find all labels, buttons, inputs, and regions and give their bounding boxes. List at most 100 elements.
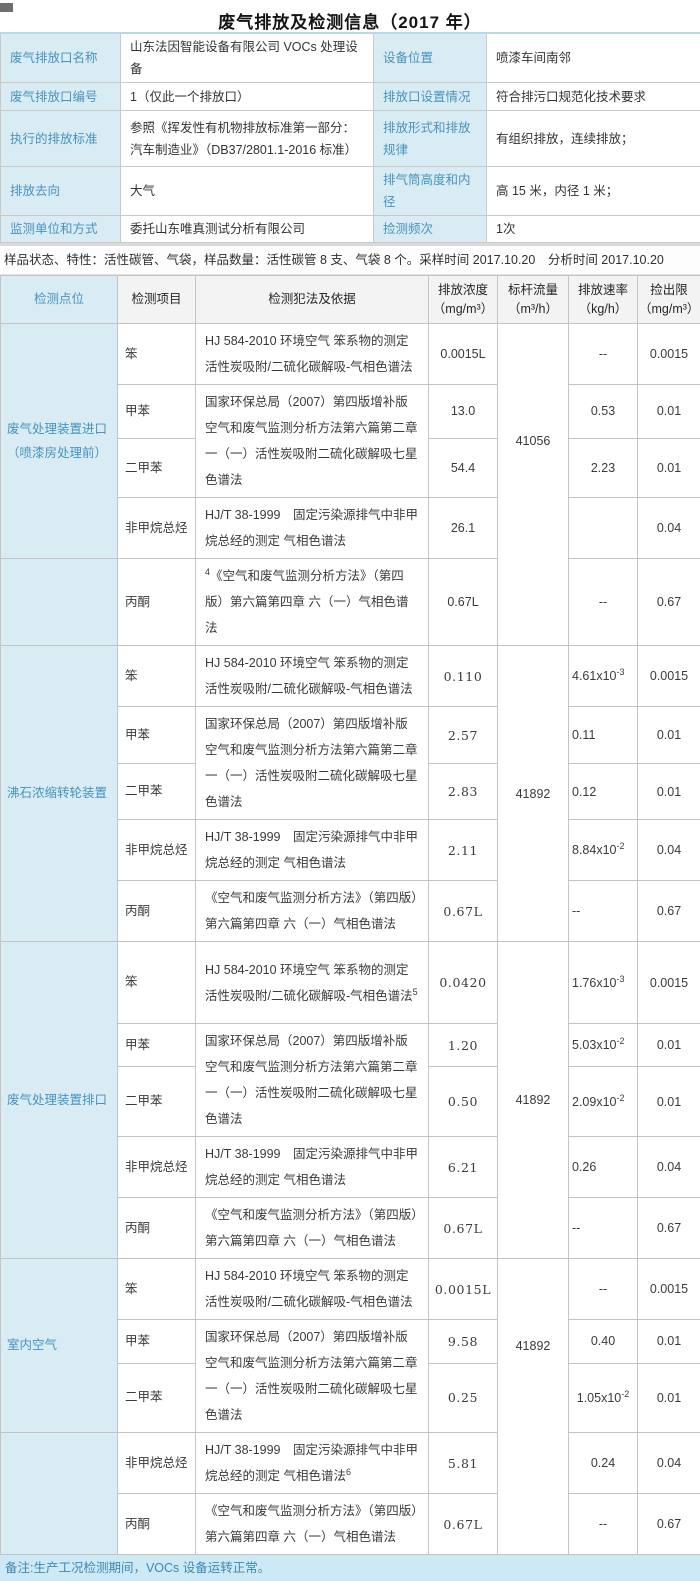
item-cell: 甲苯: [118, 1320, 196, 1364]
item-cell: 甲苯: [118, 1024, 196, 1067]
item-cell: 二甲苯: [118, 438, 196, 497]
item-cell: 非甲烷总烃: [118, 1433, 196, 1494]
concentration-cell: 54.4: [429, 438, 498, 497]
method-cell: HJ/T 38-1999 固定污染源排气中非甲烷总经的测定 气相色谱法: [196, 1137, 429, 1198]
method-cell: 国家环保总局（2007）第四版增补版空气和废气监测分析方法第六篇第二章一（一）活…: [196, 385, 429, 498]
limit-cell: 0.01: [638, 385, 700, 439]
method-cell: 《空气和废气监测分析方法》（第四版）第六篇第四章 六（一）气相色谱法: [196, 881, 429, 942]
info-label: 废气排放口名称: [1, 33, 121, 83]
rate-cell: 0.26: [569, 1137, 638, 1198]
method-cell: 《空气和废气监测分析方法》（第四版）第六篇第四章 六（一）气相色谱法: [196, 1494, 429, 1555]
concentration-cell: 0.67L: [429, 1494, 498, 1555]
concentration-cell: 6.21: [429, 1137, 498, 1198]
rate-cell: 5.03x10-2: [569, 1024, 638, 1067]
info-value: 委托山东唯真测试分析有限公司: [121, 216, 374, 243]
column-header-label: 排放浓度: [430, 281, 496, 300]
info-table: 废气排放口名称山东法因智能设备有限公司 VOCs 处理设备设备位置喷漆车间南邻废…: [0, 32, 700, 243]
item-cell: 二甲苯: [118, 1067, 196, 1137]
item-cell: 丙酮: [118, 881, 196, 942]
rate-cell: --: [569, 1494, 638, 1555]
concentration-cell: 9.58: [429, 1320, 498, 1364]
info-label: 监测单位和方式: [1, 216, 121, 243]
column-header-label: 排放速率: [570, 281, 636, 300]
limit-cell: 0.0015: [638, 646, 700, 707]
section-location-filler: [1, 559, 118, 646]
limit-cell: 0.01: [638, 764, 700, 820]
info-value: 大气: [121, 167, 374, 216]
info-label: 设备位置: [374, 33, 487, 83]
column-header: 排放浓度（mg/m³）: [429, 276, 498, 324]
method-cell: HJ 584-2010 环境空气 笨系物的测定 活性炭吸附/二硫化碳解吸-气相色…: [196, 324, 429, 385]
flow-cell: 41892: [498, 646, 569, 942]
rate-cell: --: [569, 324, 638, 385]
method-cell: 4《空气和废气监测分析方法》（第四版）第六篇第四章 六（一）气相色谱法: [196, 559, 429, 646]
limit-cell: 0.0015: [638, 1259, 700, 1320]
limit-cell: 0.67: [638, 881, 700, 942]
item-cell: 笨: [118, 1259, 196, 1320]
column-header: 检测点位: [1, 276, 118, 324]
info-value: 有组织排放，连续排放；: [487, 111, 700, 167]
method-cell: 《空气和废气监测分析方法》（第四版）第六篇第四章 六（一）气相色谱法: [196, 1198, 429, 1259]
limit-cell: 0.01: [638, 1320, 700, 1364]
limit-cell: 0.67: [638, 1494, 700, 1555]
section-location-cell: 废气处理装置进口（喷漆房处理前）: [1, 324, 118, 559]
info-label: 排气筒高度和内径: [374, 167, 487, 216]
concentration-cell: 0.110: [429, 646, 498, 707]
concentration-cell: 0.0015L: [429, 324, 498, 385]
section-location-cell: 沸石浓缩转轮装置: [1, 646, 118, 942]
limit-cell: 0.67: [638, 1198, 700, 1259]
method-cell: HJ/T 38-1999 固定污染源排气中非甲烷总经的测定 气相色谱法: [196, 498, 429, 559]
limit-cell: 0.01: [638, 1024, 700, 1067]
section-location-cell: 废气处理装置排口: [1, 942, 118, 1259]
info-value: 山东法因智能设备有限公司 VOCs 处理设备: [121, 33, 374, 83]
info-label: 排放形式和排放规律: [374, 111, 487, 167]
limit-cell: 0.04: [638, 1433, 700, 1494]
limit-cell: 0.04: [638, 820, 700, 881]
rate-cell: --: [569, 1259, 638, 1320]
info-value: 符合排污口规范化技术要求: [487, 83, 700, 111]
limit-cell: 0.01: [638, 707, 700, 764]
method-cell: 国家环保总局（2007）第四版增补版空气和废气监测分析方法第六篇第二章一（一）活…: [196, 1024, 429, 1137]
flow-cell: 41892: [498, 942, 569, 1259]
info-value: 1次: [487, 216, 700, 243]
concentration-cell: 13.0: [429, 385, 498, 439]
concentration-cell: 0.67L: [429, 559, 498, 646]
item-cell: 甲苯: [118, 707, 196, 764]
concentration-cell: 0.67L: [429, 1198, 498, 1259]
item-cell: 丙酮: [118, 559, 196, 646]
rate-cell: --: [569, 559, 638, 646]
column-header-label: 检测点位: [2, 290, 116, 309]
limit-cell: 0.01: [638, 1067, 700, 1137]
rate-cell: 4.61x10-3: [569, 646, 638, 707]
info-label: 排放口设置情况: [374, 83, 487, 111]
concentration-cell: 0.50: [429, 1067, 498, 1137]
rate-cell: 2.09x10-2: [569, 1067, 638, 1137]
column-header: 排放速率（kg/h）: [569, 276, 638, 324]
flow-cell: 41892: [498, 1259, 569, 1433]
info-label: 排放去向: [1, 167, 121, 216]
info-value: 参照《挥发性有机物排放标准第一部分：汽车制造业》（DB37/2801.1-201…: [121, 111, 374, 167]
limit-cell: 0.04: [638, 498, 700, 559]
column-header-label: 检测项目: [119, 290, 194, 309]
rate-cell: 1.76x10-3: [569, 942, 638, 1024]
rate-cell: 0.53: [569, 385, 638, 439]
item-cell: 非甲烷总烃: [118, 820, 196, 881]
limit-cell: 0.01: [638, 438, 700, 497]
column-header: 检测犯法及依据: [196, 276, 429, 324]
info-value: 1（仅此一个排放口）: [121, 83, 374, 111]
column-header-unit: （kg/h）: [570, 300, 636, 319]
item-cell: 丙酮: [118, 1494, 196, 1555]
method-cell: 国家环保总局（2007）第四版增补版空气和废气监测分析方法第六篇第二章一（一）活…: [196, 1320, 429, 1433]
concentration-cell: 0.0420: [429, 942, 498, 1024]
sample-status-line: 样品状态、特性：活性碳管、气袋，样品数量：活性碳管 8 支、气袋 8 个。采样时…: [0, 243, 700, 275]
column-header-unit: （mg/m³）: [430, 300, 496, 319]
rate-cell: 0.11: [569, 707, 638, 764]
rate-cell: 0.24: [569, 1433, 638, 1494]
info-label: 执行的排放标准: [1, 111, 121, 167]
flow-cell: 41056: [498, 324, 569, 559]
column-header: 检测项目: [118, 276, 196, 324]
